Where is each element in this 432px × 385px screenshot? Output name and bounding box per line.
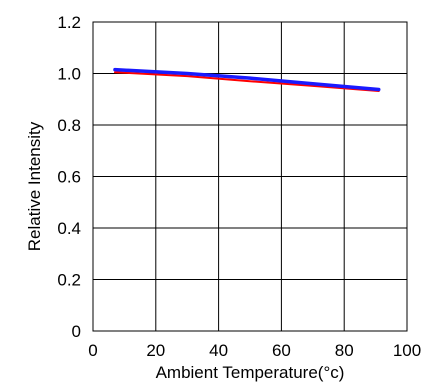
y-axis-title: Relative Intensity [25,121,44,251]
y-tick-label: 0 [72,322,81,341]
x-axis-title: Ambient Temperature(°c) [156,363,345,382]
plot-frame [92,21,408,332]
y-tick-label: 0.2 [57,271,81,290]
x-tick-label: 60 [272,341,291,360]
x-tick-labels: 0 20 40 60 80 100 [88,341,421,360]
x-tick-label: 0 [88,341,97,360]
x-tick-label: 80 [335,341,354,360]
y-tick-label: 1.0 [57,65,81,84]
x-tick-label: 20 [146,341,165,360]
series-line-1 [113,71,380,93]
series-line-2 [113,67,381,92]
y-tick-label: 0.6 [57,168,81,187]
y-tick-label: 0.8 [57,116,81,135]
grid [92,21,408,332]
y-tick-label: 0.4 [57,219,81,238]
x-tick-label: 100 [393,341,421,360]
y-tick-labels: 0 0.2 0.4 0.6 0.8 1.0 1.2 [57,13,81,341]
x-tick-label: 40 [209,341,228,360]
series-lines [113,67,381,93]
y-tick-label: 1.2 [57,13,81,32]
